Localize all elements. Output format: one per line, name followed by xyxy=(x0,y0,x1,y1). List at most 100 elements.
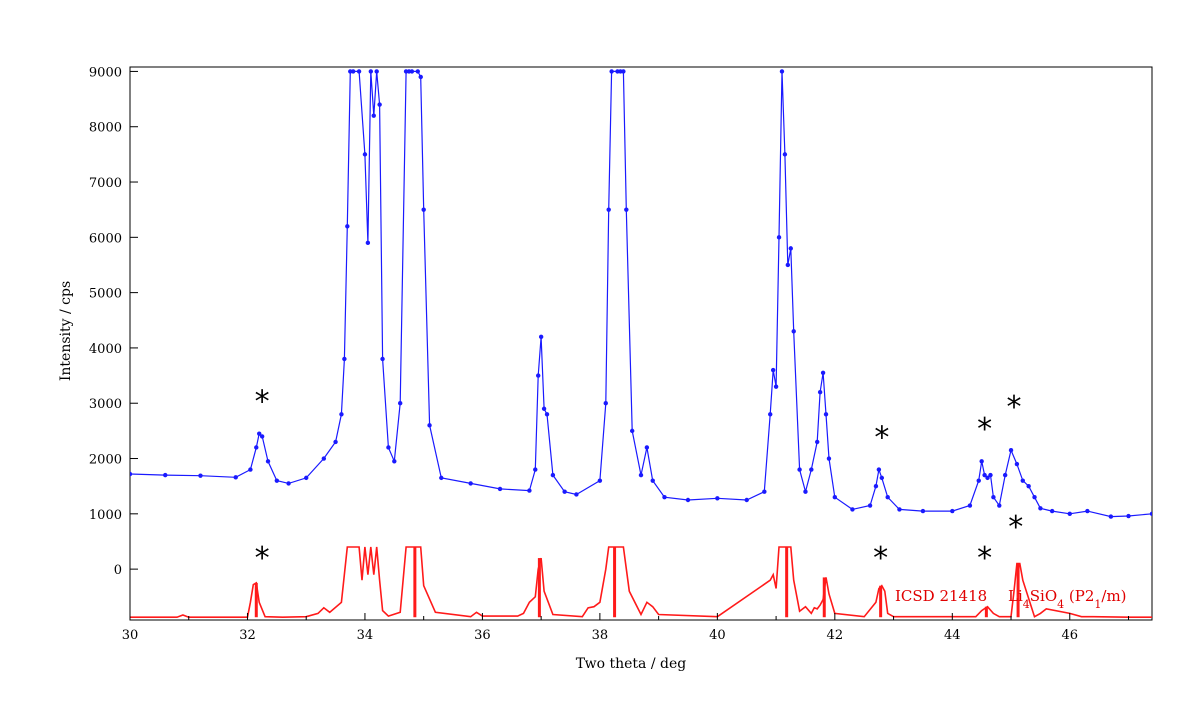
measured-point xyxy=(304,475,309,481)
measured-point xyxy=(538,334,544,340)
measured-point xyxy=(1032,495,1037,500)
measured-point xyxy=(885,495,890,500)
measured-point xyxy=(333,439,338,445)
measured-point xyxy=(1067,511,1072,517)
measured-point xyxy=(1026,483,1031,489)
measured-point xyxy=(254,445,259,450)
measured-point xyxy=(365,240,371,246)
measured-point xyxy=(368,69,374,74)
measured-point xyxy=(685,497,691,503)
measured-point xyxy=(988,472,993,478)
measured-point xyxy=(562,489,567,494)
measured-point xyxy=(603,401,608,406)
measured-point xyxy=(409,69,415,74)
measured-point xyxy=(418,74,423,80)
plot-area xyxy=(129,66,1153,621)
y-tick-label: 8000 xyxy=(89,121,122,136)
measured-point xyxy=(606,207,611,212)
measured-point xyxy=(544,412,550,417)
measured-point xyxy=(982,472,987,478)
reference-label-phase: Li4SiO4 (P21/m) xyxy=(1008,587,1127,611)
measured-point xyxy=(380,356,385,362)
measured-point xyxy=(439,475,444,481)
measured-pattern-line xyxy=(130,70,1152,518)
measured-point xyxy=(797,467,802,472)
asterisk-marker: * xyxy=(1006,390,1021,425)
y-tick-label: 9000 xyxy=(89,65,122,80)
measured-point xyxy=(1038,506,1043,511)
axes: 30 32 34 36 38 40 42 44 46 0 1000 2000 3000 4000 5000 6… xyxy=(89,65,1130,643)
measured-point xyxy=(791,329,796,334)
measured-point xyxy=(163,472,168,478)
measured-point xyxy=(371,113,376,118)
measured-point xyxy=(497,486,503,492)
measured-point xyxy=(274,478,280,483)
measured-point xyxy=(541,406,547,411)
measured-point xyxy=(809,467,814,472)
y-tick-label: 6000 xyxy=(89,231,122,246)
y-tick-label: 5000 xyxy=(89,287,122,302)
measured-point xyxy=(773,384,779,389)
measured-point xyxy=(342,356,347,362)
x-tick-label: 38 xyxy=(592,628,609,643)
measured-point xyxy=(744,497,749,503)
measured-point xyxy=(820,370,826,376)
x-tick-label: 32 xyxy=(239,628,256,643)
y-tick-label: 7000 xyxy=(89,176,122,191)
measured-point xyxy=(1149,511,1152,517)
x-tick-label: 44 xyxy=(944,628,961,643)
measured-point xyxy=(997,503,1002,508)
measured-point xyxy=(339,412,344,417)
measured-point xyxy=(321,456,327,461)
measured-point xyxy=(421,207,426,212)
measured-point xyxy=(788,246,793,251)
x-axis-label: Two theta / deg xyxy=(576,656,686,672)
measured-point xyxy=(770,367,776,373)
asterisk-marker: * xyxy=(873,541,888,576)
measured-point xyxy=(850,507,855,512)
measured-point xyxy=(826,456,832,461)
measured-point xyxy=(629,428,635,434)
measured-point xyxy=(233,475,238,480)
measured-point xyxy=(550,472,556,478)
measured-point xyxy=(762,489,767,494)
measured-point xyxy=(776,235,782,240)
measured-point xyxy=(638,472,644,478)
measured-point xyxy=(1014,461,1020,467)
x-tick-label: 34 xyxy=(357,628,374,643)
measured-point xyxy=(609,69,614,74)
asterisk-marker: * xyxy=(255,541,270,576)
plot-frame xyxy=(129,66,1153,621)
measured-point xyxy=(265,459,271,464)
asterisk-marker: * xyxy=(255,385,270,420)
measured-point xyxy=(286,481,291,486)
y-tick-label: 3000 xyxy=(89,397,122,412)
series-layer xyxy=(130,69,1152,619)
measured-point xyxy=(597,478,603,483)
x-tick-label: 46 xyxy=(1061,628,1078,643)
y-tick-label: 0 xyxy=(114,563,122,578)
measured-point xyxy=(991,495,996,500)
asterisk-marker: * xyxy=(874,420,889,455)
measured-point xyxy=(198,473,203,478)
measured-point xyxy=(1085,508,1090,514)
measured-point xyxy=(920,508,926,514)
asterisk-markers: * * * * * * * * xyxy=(255,385,1024,576)
measured-point xyxy=(897,507,902,512)
measured-point xyxy=(624,207,629,212)
measured-point xyxy=(1020,478,1025,483)
measured-point xyxy=(1002,472,1008,478)
measured-point xyxy=(715,496,720,501)
measured-point xyxy=(533,467,538,472)
measured-point xyxy=(650,478,655,483)
measured-point xyxy=(785,262,791,268)
x-tick-label: 40 xyxy=(709,628,726,643)
measured-point xyxy=(392,459,397,464)
measured-point xyxy=(427,423,432,428)
measured-point xyxy=(876,467,882,472)
measured-point xyxy=(374,69,379,74)
x-tick-label: 36 xyxy=(474,628,491,643)
measured-point xyxy=(985,475,990,481)
measured-point xyxy=(644,445,650,450)
